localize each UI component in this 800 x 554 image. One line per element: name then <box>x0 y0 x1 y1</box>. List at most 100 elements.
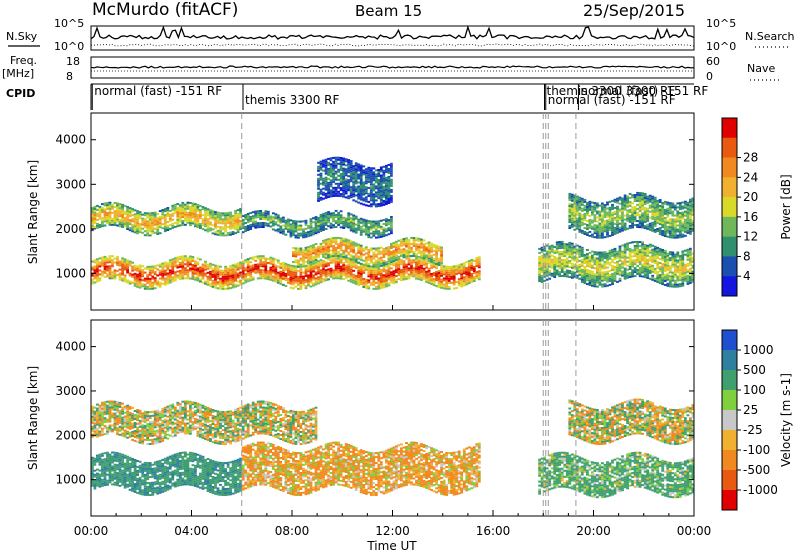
power-cell <box>347 271 351 274</box>
power-cell <box>199 270 202 273</box>
power-cell <box>681 221 685 224</box>
power-cell <box>653 261 657 264</box>
power-cell <box>593 285 597 288</box>
power-cell <box>266 262 270 264</box>
power-cell <box>430 281 433 283</box>
power-cell <box>317 248 320 250</box>
power-cell <box>352 218 356 221</box>
power-cell <box>344 250 348 253</box>
power-cell <box>123 204 127 207</box>
power-cell <box>646 274 650 277</box>
power-cell <box>616 280 619 283</box>
power-cell <box>339 173 343 176</box>
power-cell <box>638 196 642 198</box>
power-cell <box>128 209 132 212</box>
power-cell <box>196 273 200 276</box>
power-cell <box>402 238 406 240</box>
power-cell <box>641 206 644 209</box>
power-cell <box>661 204 665 206</box>
power-cell <box>153 213 157 216</box>
power-cell <box>616 223 619 226</box>
power-cell <box>430 279 433 281</box>
power-cell <box>673 222 677 225</box>
power-cell <box>538 274 541 276</box>
power-cell <box>276 224 280 227</box>
power-cell <box>239 228 242 230</box>
power-cell <box>372 281 376 284</box>
power-cell <box>369 236 373 239</box>
power-cell <box>344 266 348 269</box>
power-cell <box>374 265 378 268</box>
power-cell <box>369 226 373 229</box>
power-cell <box>146 273 150 276</box>
power-cell <box>465 273 469 276</box>
power-cell <box>653 279 657 282</box>
power-cell <box>591 280 594 283</box>
power-cell <box>324 269 328 272</box>
power-cell <box>586 277 589 279</box>
power-cell <box>681 250 685 253</box>
power-cell <box>204 207 207 210</box>
power-cell <box>440 280 443 283</box>
power-cell <box>181 207 185 210</box>
power-cell <box>545 266 549 269</box>
power-cell <box>201 218 205 221</box>
power-cell <box>184 211 187 214</box>
power-cell <box>540 248 544 251</box>
power-cell <box>638 210 642 213</box>
power-cell <box>618 273 622 276</box>
power-cell <box>359 231 363 234</box>
power-cell <box>143 267 147 270</box>
power-cell <box>575 244 579 247</box>
power-cell <box>173 209 177 212</box>
freq-traces <box>90 65 695 72</box>
power-cell <box>173 271 177 274</box>
power-cell <box>199 205 202 207</box>
power-cell <box>653 230 657 233</box>
power-cell <box>329 241 333 244</box>
power-cell <box>241 272 245 275</box>
power-cell <box>689 218 692 221</box>
power-cell <box>445 273 449 276</box>
power-cell <box>339 157 343 159</box>
power-cell <box>382 282 386 285</box>
power-cell <box>123 225 127 227</box>
power-cell <box>616 207 619 210</box>
power-cell <box>309 265 313 268</box>
power-cell <box>219 230 222 233</box>
power-cell <box>676 218 680 221</box>
power-cell <box>427 267 431 270</box>
power-cell <box>427 279 431 282</box>
power-cell <box>146 234 150 237</box>
power-cell <box>369 222 373 225</box>
power-cell <box>540 266 544 269</box>
power-cell <box>221 214 225 217</box>
power-cell <box>656 211 660 214</box>
power-cell <box>146 232 150 235</box>
power-cell <box>646 201 650 204</box>
power-cell <box>555 273 559 276</box>
power-cell <box>465 277 469 280</box>
power-cell <box>106 214 109 216</box>
power-cell <box>279 229 283 232</box>
power-cell <box>475 271 479 274</box>
power-cell <box>402 240 406 242</box>
power-cell <box>643 244 647 246</box>
power-cell <box>163 265 167 268</box>
power-cell <box>239 212 242 214</box>
power-cell <box>209 209 212 212</box>
power-cell <box>686 231 690 234</box>
power-cell <box>591 282 594 285</box>
power-cell <box>603 275 607 278</box>
power-cell <box>322 165 325 168</box>
power-cell <box>686 262 690 265</box>
power-cell <box>166 227 170 229</box>
power-cell <box>317 173 320 176</box>
power-cell <box>304 248 308 251</box>
power-cell <box>472 266 476 268</box>
power-cell <box>91 207 94 209</box>
power-cell <box>387 219 391 222</box>
power-cell <box>319 244 323 247</box>
power-cell <box>131 210 134 213</box>
power-cell <box>628 218 632 221</box>
